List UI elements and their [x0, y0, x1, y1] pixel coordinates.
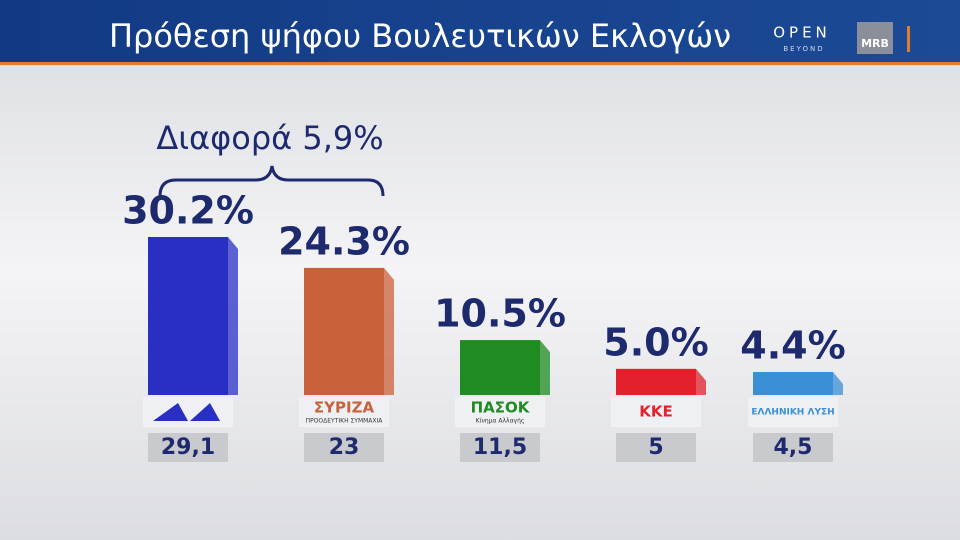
previous-label: 23: [329, 435, 360, 460]
header-rule: [0, 62, 960, 65]
category-label: ΠΑΣΟΚ: [471, 399, 531, 417]
category-label: ΣΥΡΙΖΑ: [314, 399, 375, 417]
bar-side: [384, 267, 394, 395]
bar-side: [696, 368, 706, 395]
previous-box: [460, 433, 540, 462]
logo-area: [143, 397, 233, 427]
bar: [460, 340, 540, 395]
logo-area: [611, 397, 701, 427]
previous-box: [304, 433, 384, 462]
brand-rule: [907, 26, 910, 52]
header-bar: [0, 0, 960, 62]
previous-label: 4,5: [774, 435, 813, 460]
value-label: 4.4%: [740, 323, 845, 367]
value-label: 30.2%: [122, 189, 254, 233]
bar-side: [540, 340, 550, 395]
logo-area: [748, 397, 838, 427]
category-label: ΕΛΛΗΝΙΚΗ ΛΥΣΗ: [751, 408, 834, 418]
bar-side: [833, 371, 843, 395]
logo-area: [299, 397, 389, 427]
chart-title: Πρόθεση ψήφου Βουλευτικών Εκλογών: [109, 17, 731, 55]
pollster-box: [857, 22, 893, 54]
previous-label: 11,5: [473, 435, 527, 460]
category-subtext: ΠΡΟΟΔΕΥΤΙΚΗ ΣΥΜΜΑΧΙΑ: [306, 418, 384, 425]
bar: [304, 267, 384, 395]
previous-label: 29,1: [161, 435, 215, 460]
category-subtext: Κίνημα Αλλαγής: [476, 418, 525, 425]
previous-box: [753, 433, 833, 462]
brand-sub: BEYOND: [783, 45, 824, 53]
value-label: 10.5%: [434, 292, 566, 336]
brand: OPEN: [773, 24, 831, 42]
bar-side: [228, 237, 238, 395]
previous-box: [148, 433, 228, 462]
annotation: Διαφορά 5,9%: [156, 119, 383, 157]
previous-box: [616, 433, 696, 462]
bar: [753, 371, 833, 395]
value-label: 5.0%: [603, 320, 708, 364]
pollster: MRB: [861, 37, 889, 50]
bar: [148, 237, 228, 395]
category-label: ΚΚΕ: [639, 403, 673, 421]
logo-area: [455, 397, 545, 427]
bar: [616, 368, 696, 395]
value-label: 24.3%: [278, 219, 410, 263]
brace: [158, 165, 385, 197]
party-logo: [153, 403, 220, 421]
previous-label: 5: [648, 435, 663, 460]
